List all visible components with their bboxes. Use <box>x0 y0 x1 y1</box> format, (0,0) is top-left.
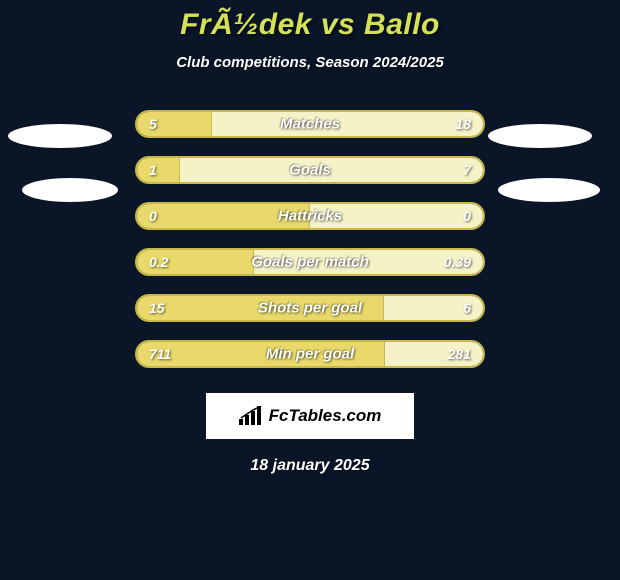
bar-left <box>137 158 180 182</box>
stat-label: Hattricks <box>278 208 342 225</box>
value-right: 7 <box>463 162 471 178</box>
bar-right <box>180 158 483 182</box>
value-right: 18 <box>455 116 471 132</box>
bar-container: 0 0 Hattricks <box>135 202 485 230</box>
subtitle: Club competitions, Season 2024/2025 <box>0 54 620 71</box>
value-left: 5 <box>149 116 157 132</box>
value-right: 6 <box>463 300 471 316</box>
bar-right <box>212 112 483 136</box>
avatar-placeholder <box>22 178 118 202</box>
bar-container: 711 281 Min per goal <box>135 340 485 368</box>
avatar-placeholder <box>8 124 112 148</box>
logo-box: FcTables.com <box>206 393 414 439</box>
value-left: 1 <box>149 162 157 178</box>
title: FrÃ½dek vs Ballo <box>0 8 620 42</box>
stat-label: Goals <box>289 162 331 179</box>
stat-label: Min per goal <box>266 346 354 363</box>
bar-container: 5 18 Matches <box>135 110 485 138</box>
stat-row: 15 6 Shots per goal <box>0 285 620 331</box>
bars-icon <box>239 406 263 426</box>
stat-label: Shots per goal <box>258 300 362 317</box>
value-right: 281 <box>448 346 471 362</box>
date: 18 january 2025 <box>0 457 620 475</box>
value-left: 15 <box>149 300 165 316</box>
value-right: 0 <box>463 208 471 224</box>
value-left: 0 <box>149 208 157 224</box>
stat-label: Matches <box>280 116 340 133</box>
stat-row: 711 281 Min per goal <box>0 331 620 377</box>
value-right: 0.39 <box>444 254 471 270</box>
bar-container: 1 7 Goals <box>135 156 485 184</box>
value-left: 711 <box>149 346 171 362</box>
logo-label: FcTables.com <box>269 406 382 426</box>
value-left: 0.2 <box>149 254 168 270</box>
avatar-placeholder <box>488 124 592 148</box>
bar-container: 0.2 0.39 Goals per match <box>135 248 485 276</box>
avatar-placeholder <box>498 178 600 202</box>
stat-label: Goals per match <box>251 254 369 271</box>
comparison-card: FrÃ½dek vs Ballo Club competitions, Seas… <box>0 0 620 475</box>
stat-row: 0.2 0.39 Goals per match <box>0 239 620 285</box>
logo: FcTables.com <box>239 406 382 426</box>
bar-container: 15 6 Shots per goal <box>135 294 485 322</box>
